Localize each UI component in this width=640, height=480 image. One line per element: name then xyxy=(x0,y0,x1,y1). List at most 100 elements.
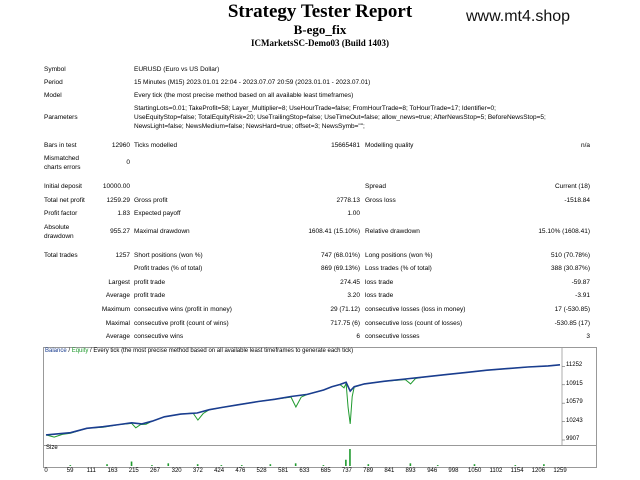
symbol-label: Symbol xyxy=(44,66,66,73)
x-tick-label: 215 xyxy=(128,468,139,474)
spread-value: Current (18) xyxy=(554,183,590,190)
y-tick-label: 10915 xyxy=(566,380,583,387)
x-tick-label: 111 xyxy=(86,468,96,474)
x-tick-label: 59 xyxy=(66,468,74,474)
period-value: 15 Minutes (M15) 2023.01.01 22:04 - 2023… xyxy=(134,79,371,86)
size-bar xyxy=(196,464,199,466)
y-tick-label: 11252 xyxy=(566,362,583,369)
maximum-label: Maximum xyxy=(101,306,130,313)
size-bar xyxy=(69,465,72,466)
y-tick-label: 9907 xyxy=(566,436,580,442)
size-chart xyxy=(43,445,597,468)
relative-drawdown-value: 15.10% (1608.41) xyxy=(538,228,590,235)
x-tick-label: 789 xyxy=(363,468,374,474)
x-tick-label: 528 xyxy=(256,468,267,474)
maximal-consecutive-profit-value: 717.75 (6) xyxy=(330,320,360,327)
size-bar xyxy=(473,464,476,466)
parameters-line: StartingLots=0.01; TakeProfit=58; Layer_… xyxy=(134,105,496,112)
spread-label: Spread xyxy=(365,183,386,190)
watermark: www.mt4.shop xyxy=(466,8,571,25)
long-positions-label: Long positions (won %) xyxy=(365,252,433,259)
deposit-value: 10000.00 xyxy=(102,183,130,190)
parameters-line: NewsLight=false; NewsMedium=false; NewsH… xyxy=(134,123,365,130)
relative-drawdown-label: Relative drawdown xyxy=(365,228,420,235)
absolute-drawdown-label: Absolute xyxy=(44,224,70,231)
expected-payoff-value: 1.00 xyxy=(347,210,360,217)
model-value: Every tick (the most precise method base… xyxy=(134,92,354,99)
size-bar xyxy=(220,465,223,466)
x-tick-label: 633 xyxy=(299,468,310,474)
legend-equity: Equity xyxy=(71,348,89,354)
total-trades-label: Total trades xyxy=(44,252,78,259)
max-consecutive-wins-label: consecutive wins (profit in money) xyxy=(134,306,232,313)
long-positions-value: 510 (70.78%) xyxy=(550,252,590,259)
profit-factor-value: 1.83 xyxy=(117,210,130,217)
x-tick-label: 0 xyxy=(44,468,48,474)
size-bar xyxy=(409,463,412,466)
ticks-value: 15665481 xyxy=(331,142,360,149)
series-line-balance xyxy=(45,364,561,436)
bars-label: Bars in test xyxy=(44,142,77,149)
average-label: Average xyxy=(105,292,130,299)
absolute-drawdown-value: 955.27 xyxy=(110,228,130,235)
period-label: Period xyxy=(44,79,63,86)
deposit-label: Initial deposit xyxy=(44,183,82,190)
profit-trades-label: Profit trades (% of total) xyxy=(134,265,203,272)
gross-profit-label: Gross profit xyxy=(134,197,168,204)
gross-loss-value: -1518.84 xyxy=(564,197,590,204)
maximal-consecutive-loss-value: -530.85 (17) xyxy=(554,320,590,327)
absolute-drawdown-label: drawdown xyxy=(44,233,74,240)
x-tick-label: 424 xyxy=(214,468,225,474)
expected-payoff-label: Expected payoff xyxy=(134,210,181,217)
legend-balance: Balance xyxy=(45,348,67,354)
size-bar xyxy=(269,464,272,466)
size-bar xyxy=(240,465,243,466)
size-bar xyxy=(345,459,347,466)
maximal-drawdown-value: 1608.41 (15.10%) xyxy=(308,228,360,235)
x-tick-label: 1206 xyxy=(531,468,546,474)
size-bar xyxy=(349,449,351,466)
size-bar xyxy=(130,461,133,466)
average-loss-label: loss trade xyxy=(365,292,394,299)
size-bar xyxy=(543,464,545,466)
x-tick-label: 581 xyxy=(278,468,289,474)
max-consecutive-wins-value: 29 (71.12) xyxy=(330,306,360,313)
x-tick-label: 737 xyxy=(341,468,352,474)
x-tick-label: 893 xyxy=(405,468,416,474)
ticks-label: Ticks modelled xyxy=(134,142,178,149)
net-profit-label: Total net profit xyxy=(44,197,85,204)
balance-chart xyxy=(43,347,597,446)
x-tick-label: 267 xyxy=(149,468,161,474)
avg-consecutive-losses-value: 3 xyxy=(586,333,590,340)
x-tick-label: 1102 xyxy=(489,468,503,474)
average-consecutive-label: Average xyxy=(105,333,130,340)
largest-loss-label: loss trade xyxy=(365,279,394,286)
size-bar xyxy=(294,463,297,466)
average-profit-value: 3.20 xyxy=(347,292,360,299)
x-tick-label: 1259 xyxy=(553,468,567,474)
largest-profit-label: profit trade xyxy=(134,279,166,286)
symbol-value: EURUSD (Euro vs US Dollar) xyxy=(134,66,220,73)
x-tick-label: 476 xyxy=(235,468,246,474)
y-tick-label: 10243 xyxy=(566,417,583,424)
chart-legend: Balance / Equity / Every tick (the most … xyxy=(45,348,353,354)
largest-label: Largest xyxy=(108,279,130,286)
avg-consecutive-wins-label: consecutive wins xyxy=(134,333,184,340)
account-server: ICMarketsSC-Demo03 (Build 1403) xyxy=(251,38,389,48)
expert-name: B-ego_fix xyxy=(293,22,347,37)
profit-factor-label: Profit factor xyxy=(44,210,78,217)
mismatch-label: Mismatched xyxy=(44,155,80,162)
maximal-consecutive-loss-label: consecutive loss (count of losses) xyxy=(365,320,463,327)
x-tick-label: 372 xyxy=(192,468,203,474)
x-tick-label: 163 xyxy=(107,468,118,474)
size-bar xyxy=(167,463,170,466)
loss-trades-label: Loss trades (% of total) xyxy=(365,265,432,272)
gross-loss-label: Gross loss xyxy=(365,197,396,204)
x-tick-label: 946 xyxy=(427,468,438,474)
size-label: Size xyxy=(46,445,58,451)
x-tick-label: 841 xyxy=(384,468,395,474)
largest-profit-value: 274.45 xyxy=(340,279,360,286)
short-positions-value: 747 (68.01%) xyxy=(320,252,360,259)
size-bar xyxy=(151,465,153,466)
maximal-drawdown-label: Maximal drawdown xyxy=(134,228,190,235)
